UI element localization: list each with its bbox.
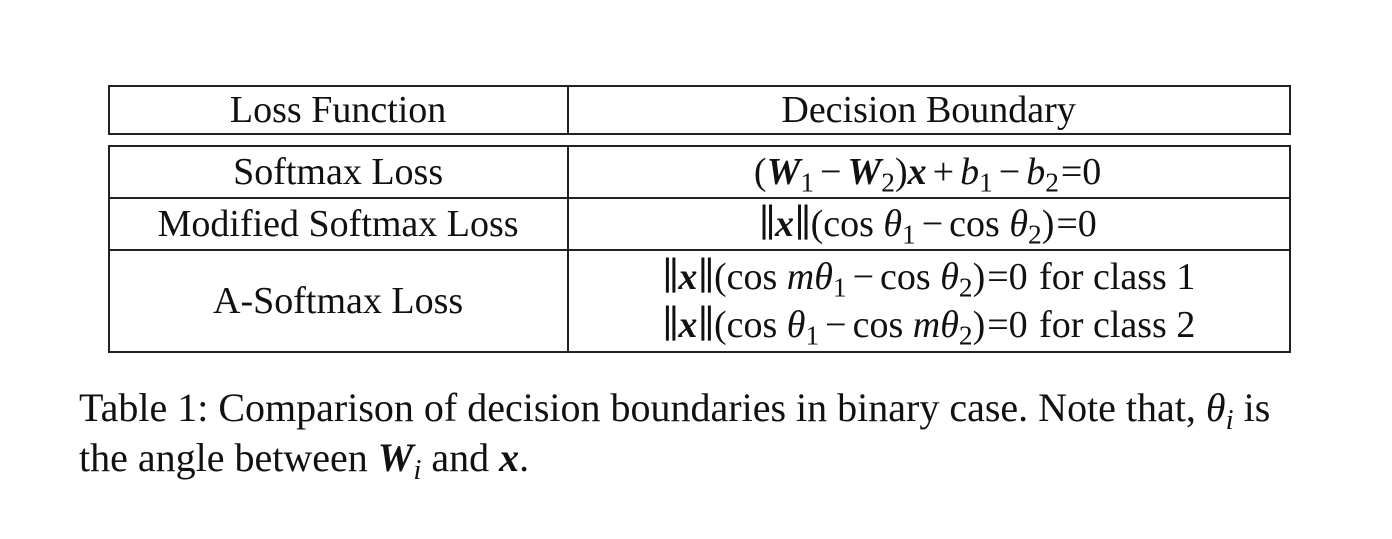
formula-softmax: (W1− W2)x + b1− b2=0 [753, 151, 1102, 198]
boundary-a-softmax: ∥x∥(cos mθ1− cos θ2)=0 for class 1 ∥x∥(co… [568, 251, 1289, 351]
math-norm: ∥ [661, 304, 680, 346]
math-norm: ∥ [697, 304, 715, 346]
math-equals: =0 [1056, 203, 1097, 245]
table-body: Softmax Loss (W1− W2)x + b1− b2=0 Modified S… [108, 145, 1291, 353]
math-symbol: W [847, 151, 882, 193]
math-operator: − [820, 151, 842, 193]
math-subscript: 2 [958, 272, 973, 303]
table-row: Modified Softmax Loss ∥x∥(cos θ1− cos θ2)… [110, 199, 1289, 251]
formula-suffix: for class 2 [1039, 304, 1196, 346]
caption-line-2: the angle between Wi and x. [79, 433, 1339, 487]
loss-name-a-softmax: A-Softmax Loss [213, 280, 464, 322]
loss-name-softmax: Softmax Loss [233, 151, 444, 193]
math-subscript: 1 [979, 167, 993, 198]
math-operator: − [825, 304, 847, 346]
math-symbol: θ [1009, 203, 1028, 245]
math-symbol: θ [814, 256, 833, 298]
math-subscript: 1 [805, 320, 820, 351]
math-function: cos [852, 304, 904, 346]
table-row: Softmax Loss (W1− W2)x + b1− b2=0 [110, 147, 1289, 199]
math-subscript: 2 [881, 167, 895, 198]
math-operator: − [921, 203, 944, 245]
math-norm: ∥ [794, 203, 812, 245]
formula-modified-softmax: ∥x∥(cos θ1− cos θ2)=0 [758, 203, 1097, 250]
math-symbol: x [678, 304, 698, 346]
math-operator: − [998, 151, 1021, 193]
math-norm: ∥ [697, 256, 715, 298]
table-caption: Table 1: Comparison of decision boundari… [79, 383, 1339, 487]
math-subscript: 2 [1045, 167, 1059, 198]
math-equals: =0 [1060, 151, 1102, 193]
math-function: cos [726, 304, 778, 346]
math-symbol: W [377, 435, 414, 480]
math-subscript: i [413, 454, 422, 487]
column-divider [567, 87, 569, 133]
math-norm: ∥ [661, 256, 680, 298]
math-symbol: θ [1205, 385, 1226, 430]
math-subscript: 1 [800, 167, 815, 198]
caption-line-1: Table 1: Comparison of decision boundari… [79, 383, 1339, 437]
math-symbol: b [960, 151, 980, 193]
caption-text: Table 1: Comparison of decision boundari… [79, 385, 1196, 430]
math-subscript: 2 [1028, 219, 1042, 250]
math-symbol: θ [940, 256, 959, 298]
formula-a-softmax-class-2: ∥x∥(cos θ1− cos mθ2)=0 for class 2 [661, 304, 1196, 351]
math-function: cos [823, 203, 874, 245]
comparison-table: Loss Function Decision Boundary Softmax … [108, 85, 1291, 353]
formula-a-softmax-class-1: ∥x∥(cos mθ1− cos θ2)=0 for class 1 [661, 256, 1196, 303]
math-symbol: m [912, 304, 941, 346]
header-decision-boundary: Decision Boundary [781, 89, 1076, 131]
loss-name-modified-softmax: Modified Softmax Loss [157, 203, 519, 245]
math-symbol: x [775, 203, 794, 245]
caption-text: . [519, 435, 530, 480]
math-symbol: θ [883, 203, 903, 245]
math-symbol: x [678, 256, 698, 298]
boundary-modified-softmax: ∥x∥(cos θ1− cos θ2)=0 [568, 199, 1289, 249]
math-operator: − [852, 256, 875, 298]
math-function: cos [949, 203, 1000, 245]
math-equals: =0 [987, 304, 1028, 346]
table-row: A-Softmax Loss ∥x∥(cos mθ1− cos θ2)=0 for… [110, 251, 1289, 351]
math-symbol: θ [940, 304, 959, 346]
math-symbol: W [766, 151, 801, 193]
math-operator: + [932, 151, 955, 193]
math-function: cos [726, 256, 778, 298]
caption-text: is [1243, 385, 1271, 430]
math-subscript: 2 [958, 320, 973, 351]
math-subscript: i [1225, 404, 1234, 437]
caption-text: and [431, 435, 490, 480]
math-symbol: x [907, 151, 927, 193]
math-symbol: x [499, 435, 520, 480]
caption-text: the angle between [79, 435, 368, 480]
math-function: cos [880, 256, 931, 298]
math-subscript: 1 [902, 219, 916, 250]
math-equals: =0 [987, 256, 1028, 298]
math-symbol: θ [786, 304, 806, 346]
math-symbol: m [786, 256, 815, 298]
header-loss-function: Loss Function [229, 89, 447, 131]
math-symbol: b [1026, 151, 1046, 193]
math-norm: ∥ [758, 203, 776, 245]
formula-suffix: for class 1 [1039, 256, 1196, 298]
boundary-softmax: (W1− W2)x + b1− b2=0 [568, 147, 1289, 197]
table-header: Loss Function Decision Boundary [108, 85, 1291, 135]
math-subscript: 1 [832, 272, 847, 303]
